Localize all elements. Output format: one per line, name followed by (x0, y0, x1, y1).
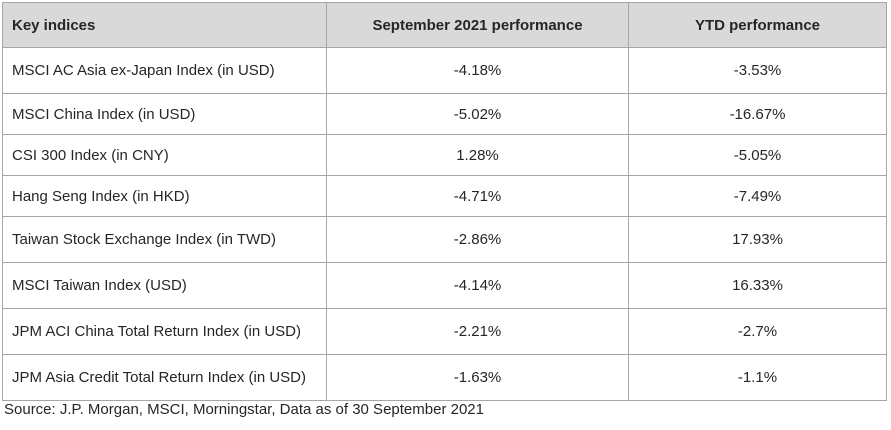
ytd-value: -2.7% (628, 308, 887, 355)
source-note: Source: J.P. Morgan, MSCI, Morningstar, … (4, 401, 484, 418)
september-2021-value: -5.02% (326, 93, 629, 135)
table-row: JPM ACI China Total Return Index (in USD… (2, 308, 887, 355)
table-row: Taiwan Stock Exchange Index (in TWD) -2.… (2, 216, 887, 263)
index-name: JPM ACI China Total Return Index (in USD… (2, 308, 327, 355)
table-row: CSI 300 Index (in CNY) 1.28% -5.05% (2, 134, 887, 176)
ytd-value: 16.33% (628, 262, 887, 309)
ytd-value: -16.67% (628, 93, 887, 135)
september-2021-value: -2.21% (326, 308, 629, 355)
index-name: MSCI Taiwan Index (USD) (2, 262, 327, 309)
table-header-row: Key indices September 2021 performance Y… (2, 2, 887, 48)
september-2021-value: -4.71% (326, 175, 629, 217)
ytd-value: -3.53% (628, 47, 887, 94)
table-row: MSCI Taiwan Index (USD) -4.14% 16.33% (2, 262, 887, 309)
index-name: MSCI China Index (in USD) (2, 93, 327, 135)
index-name: Hang Seng Index (in HKD) (2, 175, 327, 217)
september-2021-value: -1.63% (326, 354, 629, 401)
header-key-indices: Key indices (2, 2, 327, 48)
key-indices-table: Key indices September 2021 performance Y… (2, 2, 887, 401)
september-2021-value: -2.86% (326, 216, 629, 263)
table-row: MSCI China Index (in USD) -5.02% -16.67% (2, 93, 887, 135)
ytd-value: 17.93% (628, 216, 887, 263)
table-row: Hang Seng Index (in HKD) -4.71% -7.49% (2, 175, 887, 217)
header-september-2021-performance: September 2021 performance (326, 2, 629, 48)
september-2021-value: 1.28% (326, 134, 629, 176)
header-ytd-performance: YTD performance (628, 2, 887, 48)
september-2021-value: -4.18% (326, 47, 629, 94)
index-name: CSI 300 Index (in CNY) (2, 134, 327, 176)
index-name: JPM Asia Credit Total Return Index (in U… (2, 354, 327, 401)
ytd-value: -7.49% (628, 175, 887, 217)
september-2021-value: -4.14% (326, 262, 629, 309)
ytd-value: -1.1% (628, 354, 887, 401)
table-row: MSCI AC Asia ex-Japan Index (in USD) -4.… (2, 47, 887, 94)
index-name: Taiwan Stock Exchange Index (in TWD) (2, 216, 327, 263)
ytd-value: -5.05% (628, 134, 887, 176)
index-name: MSCI AC Asia ex-Japan Index (in USD) (2, 47, 327, 94)
table-row: JPM Asia Credit Total Return Index (in U… (2, 354, 887, 401)
